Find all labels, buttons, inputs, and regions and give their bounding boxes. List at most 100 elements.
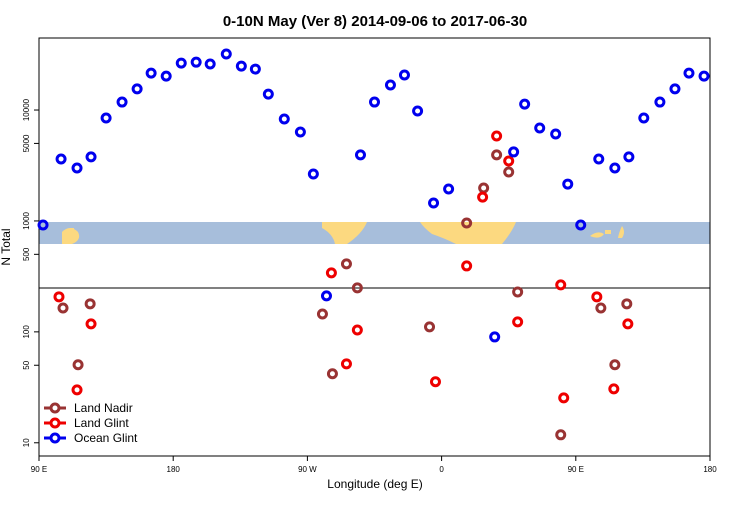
point xyxy=(461,260,473,272)
point xyxy=(71,162,83,174)
point xyxy=(591,291,603,303)
y-tick-label: 100 xyxy=(22,325,31,339)
point xyxy=(145,67,157,79)
point xyxy=(508,146,520,158)
point xyxy=(278,113,290,125)
point xyxy=(491,149,503,161)
point xyxy=(609,359,621,371)
y-tick-label: 500 xyxy=(22,247,31,261)
x-tick-label: 90 E xyxy=(568,465,584,474)
point xyxy=(100,112,112,124)
point xyxy=(609,162,621,174)
point xyxy=(562,178,574,190)
point xyxy=(131,83,143,95)
point xyxy=(369,96,380,108)
point xyxy=(519,98,531,110)
point xyxy=(340,258,352,270)
y-tick-label: 50 xyxy=(22,360,31,369)
x-axis-label: Longitude (deg E) xyxy=(327,477,422,491)
point xyxy=(558,392,570,404)
point xyxy=(669,83,681,95)
point xyxy=(461,217,473,229)
y-tick-label: 10000 xyxy=(22,98,31,121)
point xyxy=(638,112,650,124)
point xyxy=(512,316,524,328)
point xyxy=(489,331,501,343)
point xyxy=(608,383,620,395)
point xyxy=(85,151,97,163)
point xyxy=(503,166,515,178)
legend-label: Land Glint xyxy=(74,416,129,430)
chart-title: 0-10N May (Ver 8) 2014-09-06 to 2017-06-… xyxy=(223,13,527,30)
point xyxy=(550,128,562,140)
point xyxy=(190,56,202,68)
map-strip xyxy=(39,222,710,244)
point xyxy=(220,48,232,60)
point xyxy=(424,321,436,333)
point xyxy=(477,191,489,203)
point xyxy=(326,368,338,380)
point xyxy=(316,308,328,320)
point xyxy=(621,298,633,310)
point xyxy=(575,219,587,231)
point xyxy=(175,57,187,69)
point xyxy=(351,324,363,336)
point xyxy=(71,384,83,396)
y-tick-label: 10 xyxy=(22,438,31,447)
x-tick-label: 90 W xyxy=(298,465,317,474)
point xyxy=(503,155,515,167)
point xyxy=(595,302,607,314)
legend-marker xyxy=(49,402,61,414)
point xyxy=(623,151,635,163)
point xyxy=(593,153,605,165)
point xyxy=(84,298,96,310)
point xyxy=(204,58,216,70)
point xyxy=(443,183,455,195)
legend-label: Ocean Glint xyxy=(74,431,138,445)
point xyxy=(555,429,567,441)
point xyxy=(55,153,67,165)
point xyxy=(249,63,261,75)
point xyxy=(57,302,69,314)
point xyxy=(354,149,366,161)
x-tick-label: 180 xyxy=(703,465,717,474)
legend-marker xyxy=(49,417,61,429)
point xyxy=(622,318,634,330)
point xyxy=(683,67,695,79)
x-tick-label: 180 xyxy=(167,465,181,474)
x-tick-label: 0 xyxy=(439,465,444,474)
point xyxy=(555,279,567,291)
plot-frame xyxy=(38,37,711,457)
point xyxy=(654,96,666,108)
legend-marker xyxy=(49,432,61,444)
point xyxy=(698,70,710,82)
point xyxy=(351,282,363,294)
point xyxy=(72,359,84,371)
point xyxy=(491,130,503,142)
point xyxy=(412,105,424,117)
point xyxy=(429,376,441,388)
point xyxy=(428,197,440,209)
point xyxy=(85,318,97,330)
point xyxy=(262,88,274,100)
y-tick-label: 5000 xyxy=(22,134,31,152)
x-tick-label: 90 E xyxy=(31,465,47,474)
point xyxy=(53,291,65,303)
point xyxy=(478,182,490,194)
point xyxy=(512,286,524,298)
point xyxy=(325,267,337,279)
point xyxy=(398,69,410,81)
point xyxy=(116,96,128,108)
point xyxy=(235,60,247,72)
y-tick-label: 1000 xyxy=(22,211,31,229)
point xyxy=(384,79,396,91)
legend-label: Land Nadir xyxy=(74,401,133,415)
point xyxy=(294,126,306,138)
y-axis-label: N Total xyxy=(0,228,13,265)
point xyxy=(340,358,352,370)
point xyxy=(37,219,49,231)
point xyxy=(534,122,546,134)
point xyxy=(307,168,319,180)
